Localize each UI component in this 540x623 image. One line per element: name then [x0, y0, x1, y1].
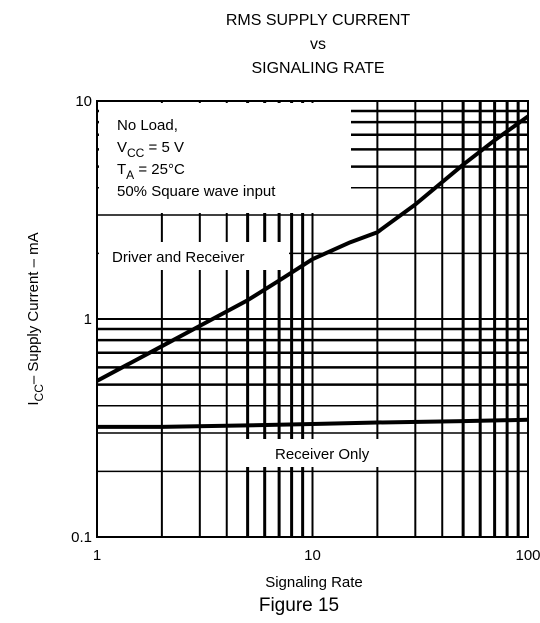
x-tick-label: 1: [93, 547, 101, 564]
plot-border: [96, 100, 529, 538]
chart-title: RMS SUPPLY CURRENT vs SIGNALING RATE: [226, 12, 411, 77]
condition-line-3: TA = 25°C: [117, 161, 185, 182]
condition-line-3-rest: = 25°C: [134, 161, 185, 178]
series-line-receiver-only: [97, 417, 529, 429]
driver-label-background: [99, 242, 289, 270]
chart-title-line-3: SIGNALING RATE: [251, 60, 384, 77]
series-line-driver-and-receiver: [96, 114, 530, 383]
y-axis-label-ylabel_main: I: [25, 401, 42, 405]
series-labels: Driver and Receiver Receiver Only: [112, 249, 370, 463]
chart-title-line-2: vs: [310, 36, 326, 53]
label-backgrounds: [99, 103, 403, 467]
x-tick-label: 100: [515, 547, 540, 564]
y-axis-label-ylabel_sub: CC: [32, 384, 46, 402]
figure-caption-text: Figure 15: [259, 595, 339, 616]
x-axis-label: Signaling Rate: [265, 574, 363, 591]
conditions-box-background: [99, 103, 351, 213]
y-tick-label: 1: [84, 311, 92, 328]
x-tick-label: 10: [304, 547, 321, 564]
condition-line-2-sub: CC: [127, 146, 145, 160]
condition-line-1: No Load,: [117, 117, 178, 134]
y-tick-label: 10: [75, 93, 92, 110]
condition-line-2-main: V: [117, 139, 127, 156]
figure-caption: Figure 15: [259, 595, 339, 616]
condition-line-4: 50% Square wave input: [117, 183, 276, 200]
receiver-label-background: [233, 439, 403, 467]
condition-line-3-main: T: [117, 161, 126, 178]
plot-frame: [96, 100, 529, 538]
series-label-driver-and-receiver: Driver and Receiver: [112, 249, 245, 266]
condition-line-4-main: 50% Square wave input: [117, 183, 276, 200]
series: [96, 114, 530, 429]
y-axis-label: ICC– Supply Current – mA: [25, 232, 46, 405]
condition-line-3-sub: A: [126, 168, 134, 182]
axis-labels: Signaling Rate ICC– Supply Current – mA: [25, 232, 363, 591]
condition-line-1-main: No Load,: [117, 117, 178, 134]
condition-line-2: VCC = 5 V: [117, 139, 184, 160]
condition-line-2-rest: = 5 V: [144, 139, 184, 156]
conditions-box: No Load,VCC = 5 VTA = 25°C50% Square wav…: [117, 117, 276, 200]
chart-title-line-1: RMS SUPPLY CURRENT: [226, 12, 411, 29]
y-axis-label-ylabel_rest: – Supply Current – mA: [25, 232, 42, 384]
y-tick-label: 0.1: [71, 529, 92, 546]
series-label-receiver-only: Receiver Only: [275, 446, 370, 463]
